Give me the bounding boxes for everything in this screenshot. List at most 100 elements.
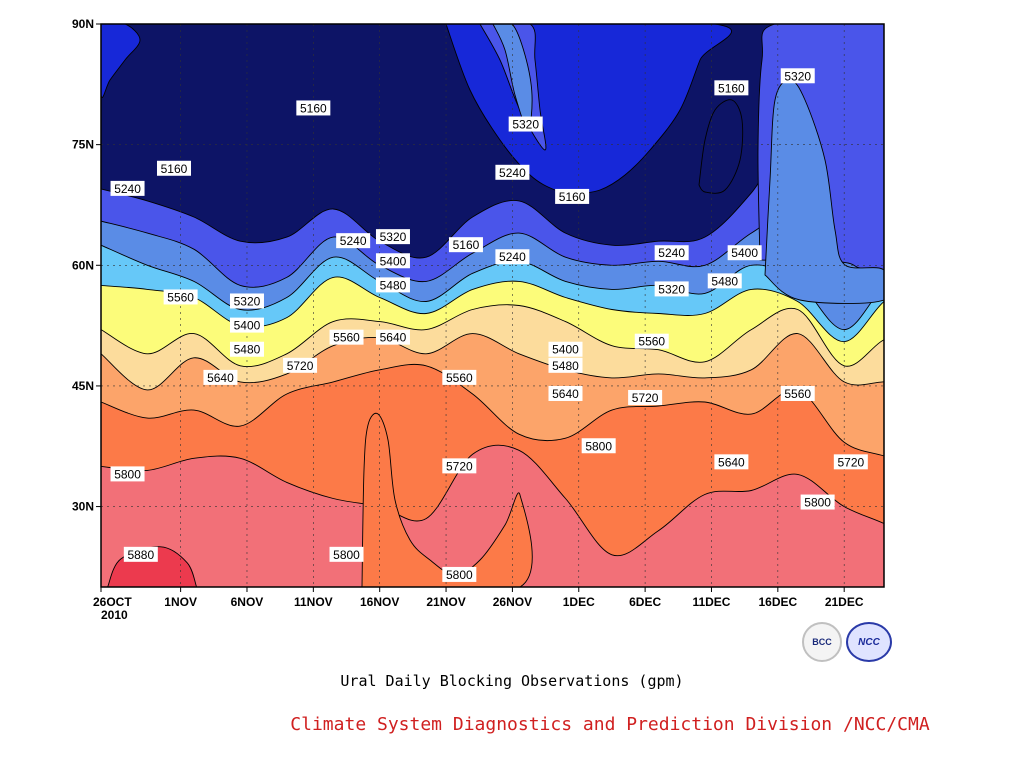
x-tick-label: 1DEC — [563, 595, 595, 609]
contour-label-bg — [163, 289, 198, 305]
contour-label: 5480 — [229, 341, 264, 357]
contour-label: 5720 — [442, 458, 477, 474]
contour-label-bg — [495, 164, 530, 180]
contour-label: 5800 — [442, 566, 477, 582]
contour-label-text: 5640 — [207, 371, 234, 385]
contour-label-bg — [229, 293, 264, 309]
contour-label-text: 5720 — [446, 459, 473, 473]
contour-label: 5160 — [156, 160, 191, 176]
contour-label: 5880 — [123, 546, 158, 562]
bcc-logo-text: BCC — [812, 637, 832, 647]
contour-label-bg — [229, 341, 264, 357]
contour-label: 5240 — [495, 249, 530, 265]
contour-label-text: 5800 — [333, 548, 360, 562]
contour-5800-tongue — [361, 412, 533, 587]
grid-lines — [101, 24, 884, 587]
contour-label-bg — [508, 116, 543, 132]
contour-label: 5800 — [800, 494, 835, 510]
contour-label-text: 5560 — [638, 335, 665, 349]
contour-label: 5560 — [780, 385, 815, 401]
contour-label-bg — [442, 369, 477, 385]
contour-label-bg — [634, 333, 669, 349]
contour-label: 5320 — [780, 68, 815, 84]
contour-label-bg — [375, 277, 410, 293]
contour-label: 5560 — [329, 329, 364, 345]
credit-line: Climate System Diagnostics and Predictio… — [290, 714, 930, 735]
contour-label: 5240 — [654, 245, 689, 261]
contour-label-bg — [654, 245, 689, 261]
contour-label-bg — [714, 454, 749, 470]
x-tick-label: 21DEC — [825, 595, 864, 609]
contour-label-bg — [833, 454, 868, 470]
contour-label-text: 5720 — [632, 391, 659, 405]
contour-label: 5560 — [442, 369, 477, 385]
x-tick-label: 11NOV — [294, 595, 333, 609]
contour-label: 5720 — [833, 454, 868, 470]
contour-label: 5160 — [555, 188, 590, 204]
contour-label-bg — [548, 341, 583, 357]
contour-label-text: 5400 — [731, 246, 758, 260]
contour-label-text: 5240 — [499, 166, 526, 180]
contour-label-bg — [727, 245, 762, 261]
contour-label-text: 5720 — [837, 455, 864, 469]
contour-label: 5720 — [283, 357, 318, 373]
contour-label: 5400 — [229, 317, 264, 333]
contour-label-bg — [375, 253, 410, 269]
contour-label-bg — [442, 566, 477, 582]
contour-label-text: 5640 — [380, 331, 407, 345]
contour-label: 5800 — [581, 438, 616, 454]
contour-label-text: 5480 — [552, 359, 579, 373]
contour-label: 5400 — [548, 341, 583, 357]
contour-label-text: 5480 — [380, 278, 407, 292]
contour-label-text: 5320 — [784, 69, 811, 83]
x-tick-label: 21NOV — [426, 595, 465, 609]
contour-upper-right-5400 — [764, 79, 884, 304]
contour-label-text: 5320 — [658, 282, 685, 296]
contour-label: 5400 — [375, 253, 410, 269]
contour-label-bg — [800, 494, 835, 510]
contour-line-5640 — [101, 333, 884, 391]
contour-label-bg — [123, 546, 158, 562]
ncc-logo: NCC — [846, 622, 892, 662]
contour-label-text: 5560 — [167, 290, 194, 304]
x-tick-label: 16NOV — [360, 595, 399, 609]
contour-label: 5720 — [628, 389, 663, 405]
x-axis: 26OCT 1NOV 6NOV 11NOV 16NOV 21NOV 26NOV 1DEC 6DE… — [93, 587, 864, 609]
contour-label-text: 5160 — [559, 190, 586, 204]
contour-label-bg — [336, 233, 371, 249]
bcc-logo: BCC — [802, 622, 842, 662]
y-axis: 30N 45N 60N 75N 90N — [72, 17, 101, 514]
plot-frame — [100, 23, 885, 588]
x-tick-label: 6NOV — [231, 595, 264, 609]
contour-labels: 5160 5160 5160 5160 5160 5240 5240 5240 5240 5240… — [110, 68, 868, 582]
y-tick-label: 60N — [72, 258, 94, 272]
contour-label: 5320 — [375, 229, 410, 245]
contour-label-bg — [375, 229, 410, 245]
contour-label-bg — [707, 273, 742, 289]
ncc-logo-text: NCC — [858, 636, 880, 648]
contour-label-bg — [548, 357, 583, 373]
contour-label-text: 5560 — [333, 331, 360, 345]
contour-label-text: 5320 — [380, 230, 407, 244]
contour-label: 5640 — [548, 385, 583, 401]
contour-label-text: 5880 — [127, 548, 154, 562]
contour-label-text: 5160 — [453, 238, 480, 252]
y-tick-label: 90N — [72, 17, 94, 31]
y-tick-label: 30N — [72, 500, 94, 514]
contour-label-text: 5800 — [585, 439, 612, 453]
x-tick-label: 6DEC — [629, 595, 661, 609]
x-tick-label: 26NOV — [493, 595, 532, 609]
contour-label-text: 5480 — [711, 274, 738, 288]
contour-label: 5800 — [110, 466, 145, 482]
contour-label: 5160 — [296, 100, 331, 116]
contour-label-text: 5320 — [234, 294, 261, 308]
contour-label-text: 5800 — [804, 496, 831, 510]
contour-label-text: 5240 — [658, 246, 685, 260]
contour-label-bg — [714, 80, 749, 96]
x-tick-label: 16DEC — [758, 595, 797, 609]
contour-label-bg — [203, 369, 238, 385]
contour-label-text: 5560 — [446, 371, 473, 385]
contour-label-text: 5240 — [114, 182, 141, 196]
contour-label-bg — [110, 180, 145, 196]
contour-label-bg — [448, 237, 483, 253]
